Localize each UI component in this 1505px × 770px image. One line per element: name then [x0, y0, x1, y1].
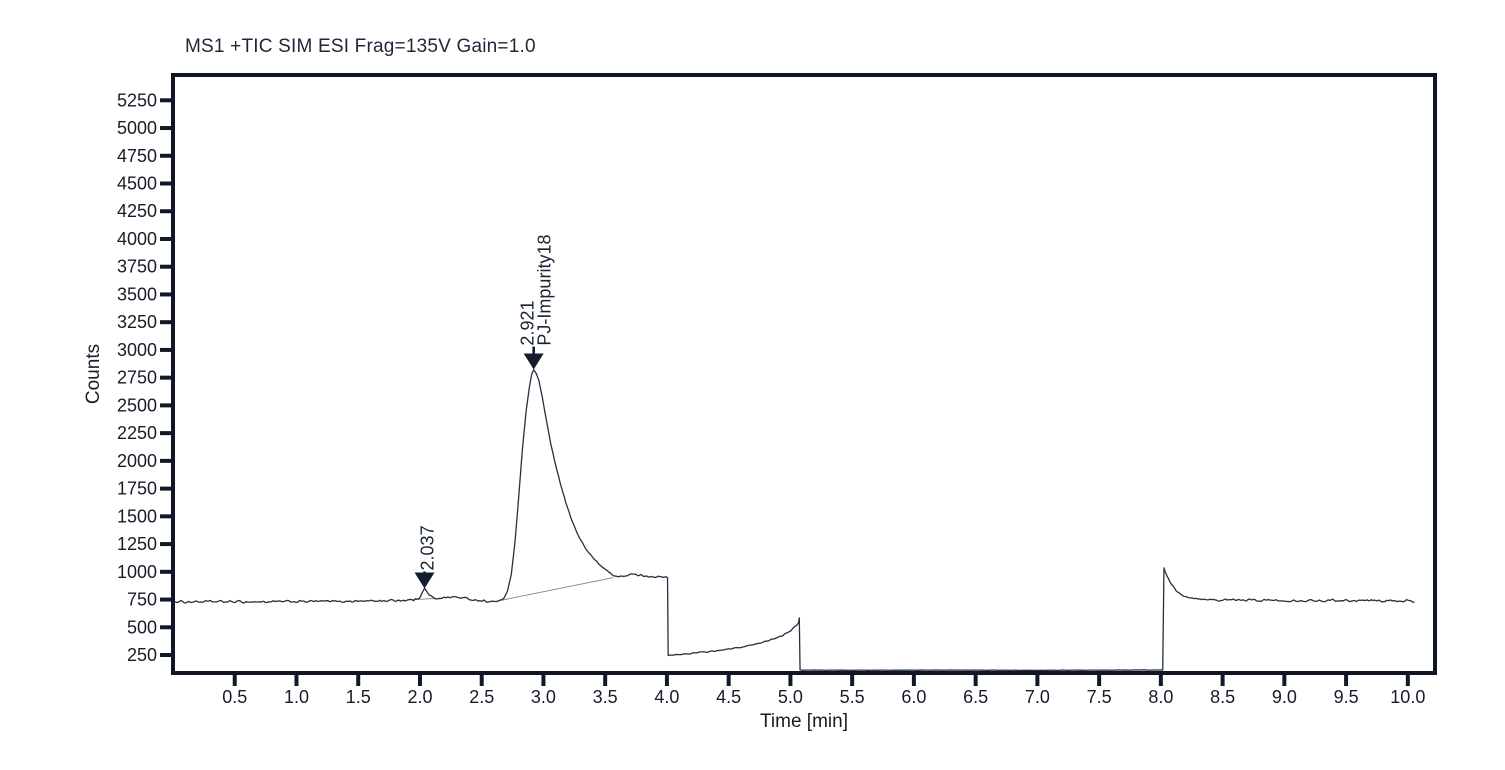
peak-arrow-icon: [414, 572, 435, 589]
y-tick-label: 3500: [117, 284, 157, 304]
x-axis-title: Time [min]: [760, 711, 848, 732]
y-tick-label: 5250: [117, 90, 157, 110]
tic-trace: [174, 369, 1415, 672]
x-tick-label: 8.5: [1210, 687, 1235, 707]
y-tick-label: 1750: [117, 479, 157, 499]
x-tick-label: 5.5: [840, 687, 865, 707]
y-tick-label: 2500: [117, 395, 157, 415]
y-tick-label: 4750: [117, 146, 157, 166]
y-tick-label: 750: [127, 590, 157, 610]
x-tick-label: 7.5: [1087, 687, 1112, 707]
x-tick-label: 4.5: [716, 687, 741, 707]
x-tick-label: 1.0: [284, 687, 309, 707]
x-tick-label: 3.0: [531, 687, 556, 707]
y-tick-label: 2000: [117, 451, 157, 471]
x-tick-label: 2.5: [469, 687, 494, 707]
y-tick-label: 1500: [117, 506, 157, 526]
y-tick-label: 250: [127, 645, 157, 665]
x-tick-label: 2.0: [407, 687, 432, 707]
y-tick-label: 4250: [117, 201, 157, 221]
peak-label-rt: 2.037: [418, 525, 438, 570]
y-tick-label: 1250: [117, 534, 157, 554]
x-tick-label: 7.0: [1025, 687, 1050, 707]
x-tick-label: 8.0: [1148, 687, 1173, 707]
peak-label-compound: PJ-Impurity18: [535, 235, 555, 346]
y-tick-label: 5000: [117, 118, 157, 138]
plot-frame: [171, 73, 1437, 675]
x-tick-label: 10.0: [1390, 687, 1425, 707]
y-tick-label: 3250: [117, 312, 157, 332]
chart-title: MS1 +TIC SIM ESI Frag=135V Gain=1.0: [185, 36, 536, 57]
x-tick-label: 4.0: [654, 687, 679, 707]
y-tick-label: 1000: [117, 562, 157, 582]
y-tick-label: 500: [127, 617, 157, 637]
x-tick-label: 1.5: [346, 687, 371, 707]
peak-label-rt: 2.921: [518, 301, 538, 346]
y-tick-label: 2250: [117, 423, 157, 443]
x-tick-label: 3.5: [593, 687, 618, 707]
y-tick-label: 4000: [117, 229, 157, 249]
x-tick-label: 5.0: [778, 687, 803, 707]
y-tick-label: 4500: [117, 174, 157, 194]
x-tick-label: 0.5: [222, 687, 247, 707]
x-tick-label: 6.5: [963, 687, 988, 707]
y-tick-label: 3750: [117, 257, 157, 277]
peak-arrow-icon: [523, 353, 544, 370]
x-tick-label: 9.5: [1334, 687, 1359, 707]
y-tick-label: 2750: [117, 368, 157, 388]
integration-baseline: [494, 577, 614, 603]
y-tick-label: 3000: [117, 340, 157, 360]
x-tick-label: 6.0: [901, 687, 926, 707]
x-tick-label: 9.0: [1272, 687, 1297, 707]
